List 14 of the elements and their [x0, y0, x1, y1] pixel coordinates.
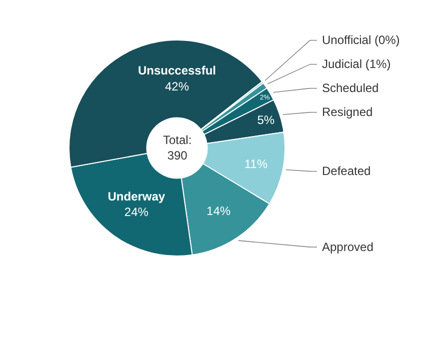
- slice-label: Judicial (1%): [322, 57, 391, 71]
- slice-label: Resigned: [322, 105, 373, 119]
- slice-label: Defeated: [322, 164, 371, 178]
- slice-label: Unsuccessful: [138, 64, 216, 78]
- slice-label: Approved: [322, 240, 374, 254]
- data-label: 11%: [244, 156, 268, 171]
- slice-label: Underway: [108, 189, 166, 204]
- data-label: 5%: [257, 112, 275, 127]
- slice-label: Scheduled: [322, 81, 379, 95]
- slice-label: Unofficial (0%): [322, 33, 400, 47]
- data-label: 14%: [206, 204, 231, 218]
- text: Total: 390: [163, 133, 192, 163]
- data-label: 42%: [164, 79, 190, 94]
- data-label: 24%: [124, 204, 149, 219]
